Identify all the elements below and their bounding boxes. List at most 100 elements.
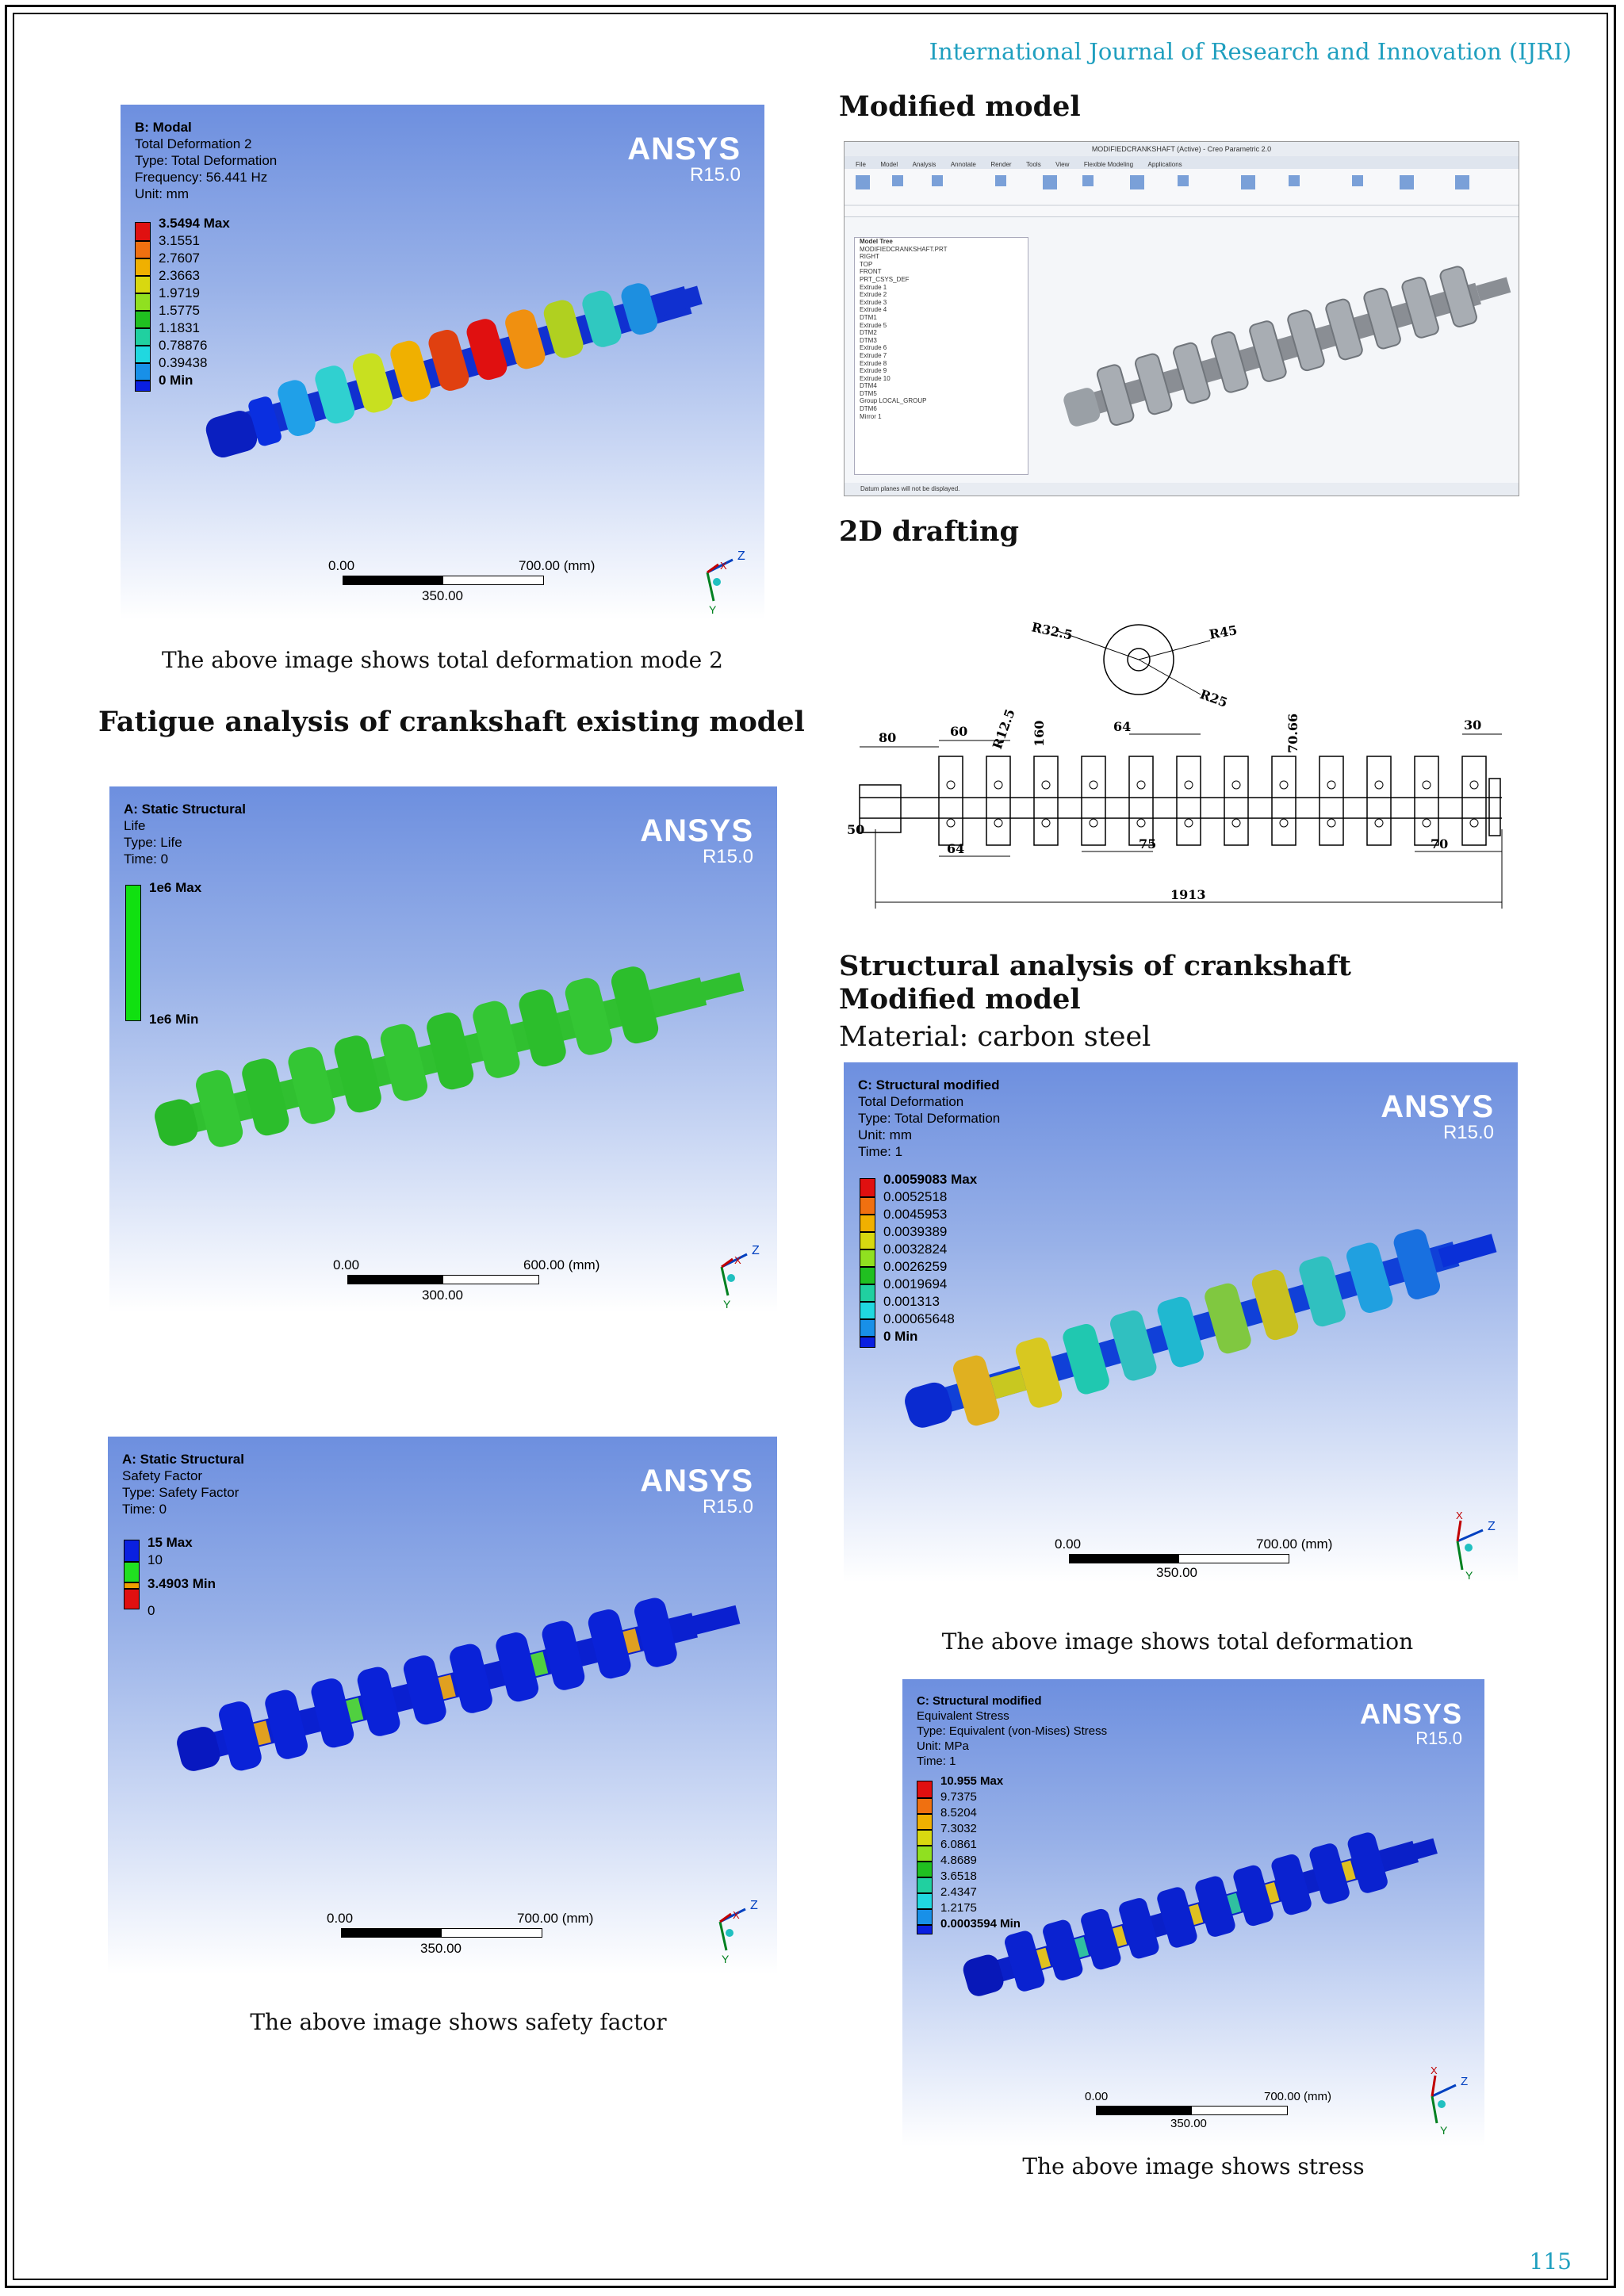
scale-end: 700.00 (mm) — [1264, 2090, 1332, 2103]
legend-label: 0.001313 — [883, 1294, 940, 1309]
axis-x-label: X — [733, 1909, 740, 1921]
scale-start: 0.00 — [327, 1911, 354, 1926]
model-tree[interactable]: Model Tree MODIFIEDCRANKSHAFT.PRT RIGHT … — [854, 237, 1028, 475]
legend-label: 0.0059083 Max — [883, 1172, 978, 1187]
axis-y-label: Y — [709, 603, 717, 616]
scale-start: 0.00 — [1085, 2090, 1109, 2103]
tab-flexible-modeling[interactable]: Flexible Modeling — [1083, 161, 1134, 168]
journal-header: International Journal of Research and In… — [929, 38, 1572, 65]
axis-triad: Z X Y — [1456, 1510, 1496, 1582]
result-line: Type: Total Deformation — [858, 1111, 1001, 1126]
axis-triad: Z X Y — [718, 1899, 758, 1965]
ansys-logo-text: ANSYS — [640, 813, 753, 848]
tab-tools[interactable]: Tools — [1026, 161, 1041, 168]
tree-item[interactable]: PRT_CSYS_DEF — [860, 275, 910, 283]
tab-applications[interactable]: Applications — [1147, 161, 1182, 168]
axis-y-label: Y — [1440, 2124, 1448, 2137]
dim-label: 50 — [847, 822, 864, 837]
ansys-version: R15.0 — [702, 1496, 753, 1517]
tab-file[interactable]: File — [856, 161, 866, 168]
page-border-outer — [5, 5, 1616, 2288]
ansys-version: R15.0 — [689, 164, 741, 186]
scale-bar: 0.00 700.00 (mm) 350.00 — [1085, 2090, 1339, 2134]
tree-item[interactable]: Extrude 3 — [860, 298, 887, 306]
crankshaft-drawing: R32.5 R45 R25 R12.5 — [847, 619, 1503, 909]
result-title: C: Structural modified — [917, 1694, 1042, 1708]
legend-label: 0.0003594 Min — [940, 1917, 1021, 1931]
legend-label: 0.78876 — [159, 338, 208, 353]
axis-x-label: X — [720, 560, 727, 572]
result-line: Type: Life — [124, 835, 182, 850]
legend-label: 0.0039389 — [883, 1224, 948, 1239]
legend-label: 3.4903 Min — [147, 1576, 216, 1591]
result-line: Type: Total Deformation — [135, 153, 278, 168]
crankshaft-modal-render — [205, 283, 703, 458]
ansys-modal-panel: B: Modal Total Deformation 2 Type: Total… — [121, 105, 764, 620]
legend-label: 2.4347 — [940, 1885, 977, 1899]
legend-label: 1.9719 — [159, 285, 200, 300]
tree-item[interactable]: Extrude 10 — [860, 374, 891, 382]
tree-item[interactable]: Extrude 4 — [860, 306, 887, 314]
tree-item[interactable]: DTM4 — [860, 382, 877, 390]
legend-label: 0.00065648 — [883, 1311, 955, 1326]
scale-end: 700.00 (mm) — [519, 558, 596, 573]
ansys-version: R15.0 — [702, 846, 753, 867]
legend-label: 0.0032824 — [883, 1242, 948, 1257]
legend-label: 0 Min — [159, 373, 193, 388]
tree-item[interactable]: DTM3 — [860, 336, 877, 344]
legend-label: 8.5204 — [940, 1806, 977, 1820]
tab-view[interactable]: View — [1055, 161, 1070, 168]
heading-fatigue: Fatigue analysis of crankshaft existing … — [98, 706, 805, 738]
tree-item[interactable]: Extrude 5 — [860, 321, 887, 329]
result-info: A: Static Structural Life Type: Life Tim… — [124, 801, 246, 867]
tree-item[interactable]: Extrude 9 — [860, 367, 887, 375]
tree-item[interactable]: Group LOCAL_GROUP — [860, 397, 927, 405]
legend-label: 1.2175 — [940, 1901, 977, 1915]
tree-item[interactable]: DTM1 — [860, 313, 877, 321]
tab-render[interactable]: Render — [990, 161, 1012, 168]
tree-item[interactable]: Extrude 7 — [860, 351, 887, 359]
result-title: A: Static Structural — [124, 802, 246, 817]
scale-bar: 0.00 700.00 (mm) 350.00 — [327, 1911, 593, 1958]
tree-item[interactable]: TOP — [860, 260, 873, 268]
tree-item[interactable]: DTM2 — [860, 329, 877, 337]
scale-bar: 0.00 700.00 (mm) 350.00 — [1055, 1536, 1332, 1581]
legend-label: 3.6518 — [940, 1869, 977, 1883]
tree-item[interactable]: DTM6 — [860, 405, 877, 413]
ansys-logo: ANSYS R15.0 — [1360, 1700, 1462, 1749]
tree-item[interactable]: Extrude 6 — [860, 344, 887, 352]
tree-item[interactable]: MODIFIEDCRANKSHAFT.PRT — [860, 245, 948, 253]
tree-item[interactable]: Extrude 1 — [860, 283, 887, 291]
creo-titlebar: MODIFIEDCRANKSHAFT (Active) - Creo Param… — [845, 142, 1519, 156]
tree-item[interactable]: Extrude 8 — [860, 359, 887, 367]
result-title: A: Static Structural — [122, 1452, 244, 1467]
tab-annotate[interactable]: Annotate — [950, 161, 976, 168]
dim-label: 30 — [1464, 718, 1481, 733]
axis-triad: Z X Y — [706, 549, 745, 616]
tab-model[interactable]: Model — [880, 161, 898, 168]
legend-label: 4.8689 — [940, 1854, 977, 1867]
scale-end: 700.00 (mm) — [517, 1911, 594, 1926]
tree-item[interactable]: Extrude 2 — [860, 291, 887, 299]
tab-analysis[interactable]: Analysis — [912, 161, 936, 168]
tree-item[interactable]: DTM5 — [860, 389, 877, 397]
axis-triad: Z X Y — [720, 1244, 760, 1311]
result-info: C: Structural modified Total Deformation… — [858, 1077, 1000, 1160]
axis-triad: Z X Y — [1431, 2064, 1468, 2137]
heading-2d-drafting: 2D drafting — [839, 515, 1019, 548]
legend-label: 1.5775 — [159, 303, 200, 318]
caption-modal: The above image shows total deformation … — [162, 647, 723, 673]
legend-label: 6.0861 — [940, 1838, 977, 1851]
tree-item[interactable]: FRONT — [860, 268, 882, 276]
tree-item[interactable]: Mirror 1 — [860, 412, 882, 420]
result-line: Frequency: 56.441 Hz — [135, 170, 268, 185]
result-line: Total Deformation 2 — [135, 136, 252, 151]
axis-z-label: Z — [752, 1244, 760, 1257]
crankshaft-deformation-render — [905, 1229, 1497, 1428]
creo-ribbon — [845, 169, 1519, 217]
legend-label: 2.7607 — [159, 251, 200, 266]
axis-z-label: Z — [750, 1899, 758, 1912]
result-info: C: Structural modified Equivalent Stress… — [917, 1693, 1107, 1769]
heading-modified-model: Modified model — [839, 90, 1081, 123]
tree-item[interactable]: RIGHT — [860, 253, 879, 261]
